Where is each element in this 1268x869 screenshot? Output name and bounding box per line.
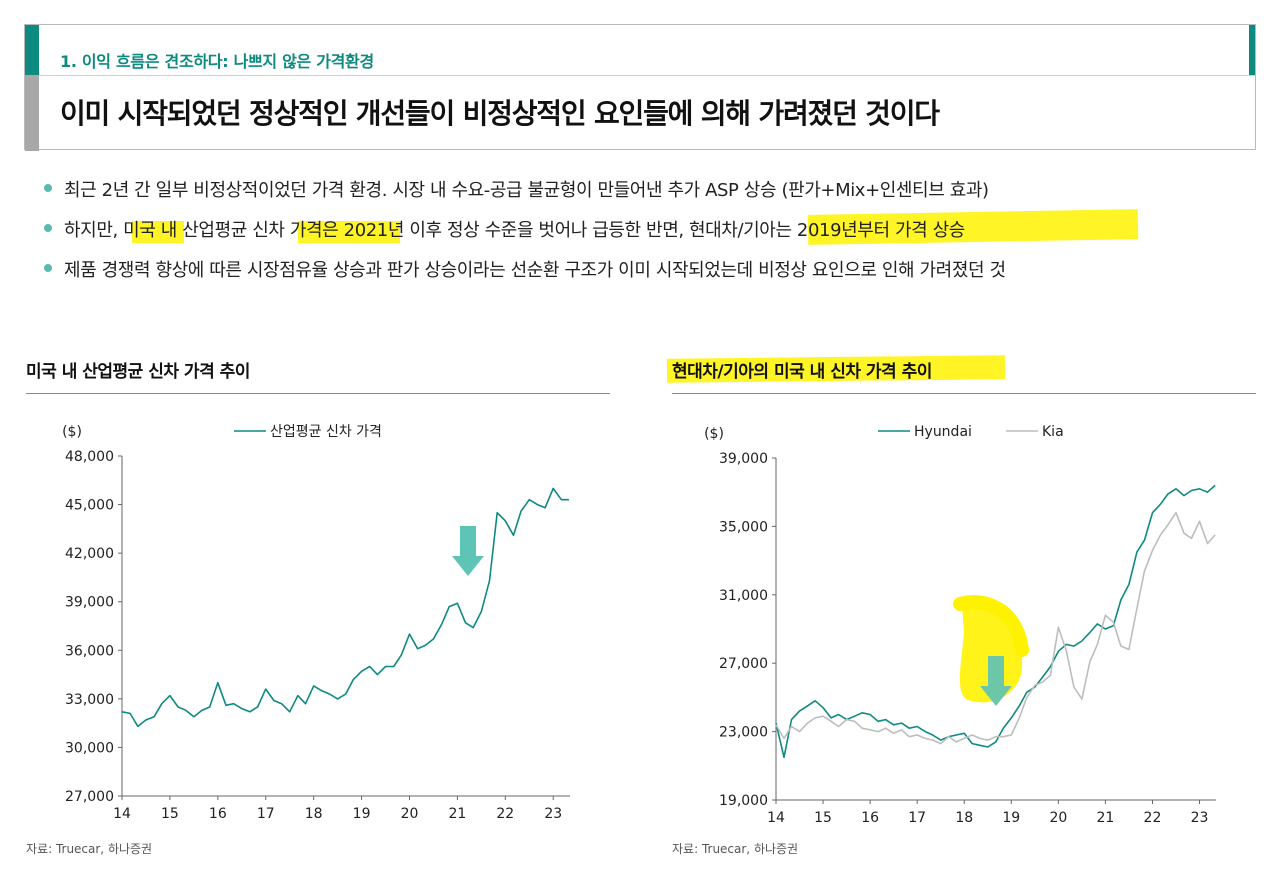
x-tick-label: 19: [353, 806, 371, 822]
bullet-item: 최근 2년 간 일부 비정상적이었던 가격 환경. 시장 내 수요-공급 불균형…: [44, 176, 1254, 216]
y-tick-label: 48,000: [65, 449, 114, 465]
y-tick-label: 23,000: [719, 725, 768, 741]
y-tick-label: 45,000: [65, 498, 114, 514]
y-axis-label: ($): [704, 426, 724, 442]
series-line-kia: [775, 511, 1216, 745]
header-divider: [39, 75, 1255, 76]
right-chart-rule: [672, 393, 1256, 394]
y-axis-label: ($): [62, 424, 82, 440]
x-tick-label: 23: [544, 806, 562, 822]
arrow-head: [452, 556, 484, 576]
highlight-mark: [132, 221, 184, 243]
y-tick-label: 27,000: [719, 656, 768, 672]
y-tick-label: 27,000: [65, 789, 114, 805]
legend-label: Kia: [1042, 424, 1064, 440]
y-tick-label: 19,000: [719, 793, 768, 809]
bullet-dot-icon: [44, 264, 52, 272]
arrow-shaft: [460, 526, 476, 556]
x-tick-label: 21: [1096, 810, 1114, 826]
bullet-dot-icon: [44, 184, 52, 192]
y-tick-label: 39,000: [65, 595, 114, 611]
x-tick-label: 14: [113, 806, 131, 822]
down-arrow-icon: [452, 526, 484, 576]
x-tick-label: 15: [161, 806, 179, 822]
left-chart-title: 미국 내 산업평균 신차 가격 추이: [26, 362, 250, 382]
bullet-item: 제품 경쟁력 향상에 따른 시장점유율 상승과 판가 상승이라는 선순환 구조가…: [44, 256, 1254, 296]
highlight-scribble-stroke: [953, 595, 1029, 657]
series-line-산업평균-신차-가격: [121, 487, 569, 728]
legend-label: Hyundai: [914, 424, 972, 440]
left-chart-rule: [26, 393, 610, 394]
x-tick-label: 14: [767, 810, 785, 826]
y-tick-label: 30,000: [65, 740, 114, 756]
bullet-item: 하지만, 미국 내 산업평균 신차 가격은 2021년 이후 정상 수준을 벗어…: [44, 216, 1254, 256]
x-tick-label: 17: [257, 806, 275, 822]
x-tick-label: 18: [955, 810, 973, 826]
header-box: [24, 24, 1256, 151]
y-tick-label: 36,000: [65, 643, 114, 659]
header-accent-teal: [25, 25, 39, 75]
series-line-hyundai: [775, 484, 1216, 759]
x-tick-label: 20: [401, 806, 419, 822]
x-tick-label: 18: [305, 806, 323, 822]
bullet-text: 최근 2년 간 일부 비정상적이었던 가격 환경. 시장 내 수요-공급 불균형…: [64, 180, 989, 201]
x-tick-label: 17: [908, 810, 926, 826]
y-tick-label: 35,000: [719, 519, 768, 535]
right-chart-source: 자료: Truecar, 하나증권: [672, 842, 799, 856]
bullet-text: 제품 경쟁력 향상에 따른 시장점유율 상승과 판가 상승이라는 선순환 구조가…: [64, 260, 1006, 281]
bullet-dot-icon: [44, 224, 52, 232]
x-tick-label: 21: [448, 806, 466, 822]
y-tick-label: 31,000: [719, 588, 768, 604]
highlight-scribble: [959, 605, 1023, 703]
x-tick-label: 19: [1002, 810, 1020, 826]
right-chart-title: 현대차/기아의 미국 내 신차 가격 추이: [672, 362, 932, 382]
x-tick-label: 23: [1191, 810, 1209, 826]
y-tick-label: 42,000: [65, 546, 114, 562]
x-tick-label: 22: [496, 806, 514, 822]
right-line-chart: 39,000 35,000 31,000 27,000 23,000 19,000 ($) 1…: [704, 424, 1216, 826]
down-arrow-icon: [980, 656, 1012, 706]
arrow-shaft: [988, 656, 1004, 686]
legend-label: 산업평균 신차 가격: [270, 424, 382, 440]
x-tick-label: 22: [1144, 810, 1162, 826]
page-title: 이미 시작되었던 정상적인 개선들이 비정상적인 요인들에 의해 가려졌던 것이…: [60, 97, 940, 130]
bullet-list: 최근 2년 간 일부 비정상적이었던 가격 환경. 시장 내 수요-공급 불균형…: [44, 176, 1254, 296]
x-tick-label: 16: [209, 806, 227, 822]
y-tick-label: 39,000: [719, 451, 768, 467]
x-tick-label: 20: [1049, 810, 1067, 826]
x-tick-label: 15: [814, 810, 832, 826]
header-accent-right: [1249, 25, 1255, 75]
x-tick-label: 16: [861, 810, 879, 826]
header-accent-gray: [25, 75, 39, 151]
y-tick-label: 33,000: [65, 692, 114, 708]
bullet-text: 하지만, 미국 내 산업평균 신차 가격은 2021년 이후 정상 수준을 벗어…: [64, 220, 965, 241]
arrow-head: [980, 686, 1012, 706]
left-line-chart: 48,000 45,000 42,000 39,000 36,000 33,000 30,0…: [62, 424, 570, 822]
left-chart-source: 자료: Truecar, 하나증권: [26, 842, 153, 856]
highlight-mark: [298, 221, 400, 243]
section-label: 1. 이익 흐름은 견조하다: 나쁘지 않은 가격환경: [60, 52, 374, 71]
